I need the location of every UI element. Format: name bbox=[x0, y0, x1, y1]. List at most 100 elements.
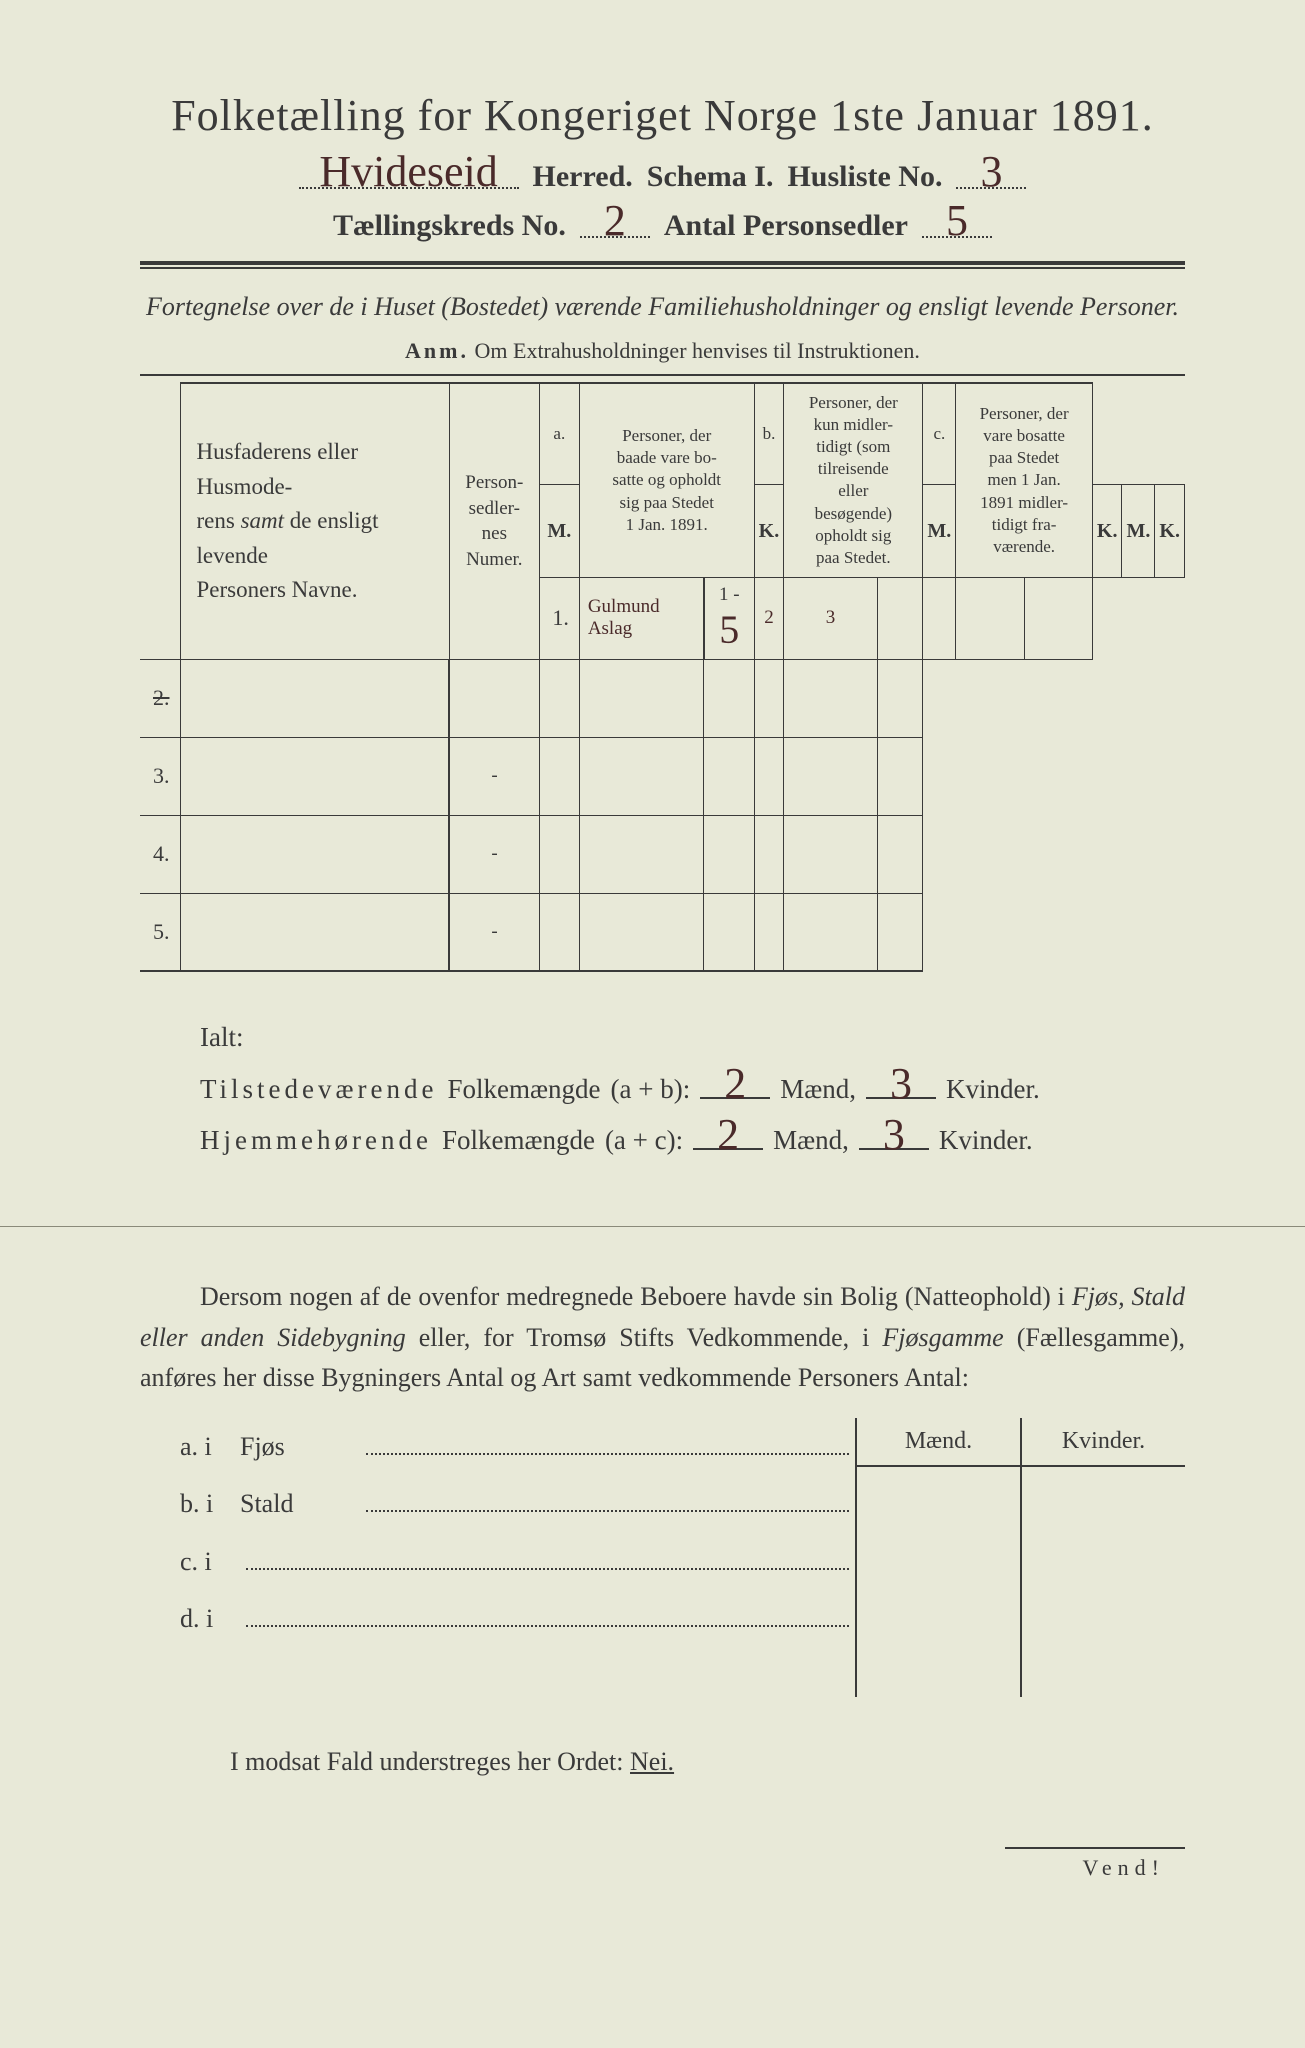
row-b-k bbox=[754, 737, 784, 815]
husliste-handwritten: 3 bbox=[956, 159, 1026, 189]
bygning-maend-header: Mænd. bbox=[857, 1418, 1022, 1465]
bygning-lbl: d. i bbox=[180, 1590, 240, 1647]
row-b-m bbox=[704, 737, 754, 815]
dots-fill bbox=[366, 1453, 849, 1455]
hjemme-k-hw: 3 bbox=[859, 1122, 929, 1150]
dots-fill bbox=[366, 1510, 849, 1512]
row-name-hw bbox=[180, 659, 449, 737]
folkem-label: Folkemængde bbox=[448, 1064, 601, 1115]
kvinder-label: Kvinder. bbox=[939, 1115, 1033, 1166]
row-c-k bbox=[1024, 577, 1092, 659]
ialt-label: Ialt: bbox=[200, 1012, 1185, 1063]
col-c-header: Personer, dervare bosattepaa Stedetmen 1… bbox=[956, 383, 1093, 577]
kreds-label: Tællingskreds No. bbox=[333, 209, 566, 243]
bygning-paragraph: Dersom nogen af de ovenfor medregnede Be… bbox=[140, 1277, 1185, 1398]
col-nummer-header: Person-sedler-nesNumer. bbox=[449, 383, 539, 659]
row-c-m bbox=[784, 893, 878, 971]
col-b-header: Personer, derkun midler-tidigt (somtilre… bbox=[784, 383, 923, 577]
bygning-lbl: c. i bbox=[180, 1533, 240, 1590]
schema-label: Schema I. bbox=[647, 160, 774, 194]
row-a-m bbox=[539, 815, 579, 893]
page-gap bbox=[0, 1226, 1305, 1227]
bygning-kvinder-header: Kvinder. bbox=[1022, 1418, 1185, 1465]
row-name-hw: Gulmund Aslag bbox=[579, 577, 704, 659]
row-c-k bbox=[877, 893, 923, 971]
divider-thick bbox=[140, 261, 1185, 269]
row-a-k: 3 bbox=[784, 577, 878, 659]
antal-handwritten: 5 bbox=[922, 208, 992, 238]
kreds-handwritten: 2 bbox=[580, 208, 650, 238]
row-sedler: 1 - 5 bbox=[704, 577, 754, 659]
row-b-m bbox=[704, 893, 754, 971]
row-sedler bbox=[449, 659, 539, 737]
row-a-k bbox=[579, 815, 704, 893]
bygning-txt: Stald bbox=[240, 1475, 360, 1532]
col-b-k: K. bbox=[1092, 485, 1122, 578]
header-line-2: Tællingskreds No. 2 Antal Personsedler 5 bbox=[140, 208, 1185, 243]
antal-label: Antal Personsedler bbox=[664, 209, 908, 243]
ac-label: (a + c): bbox=[605, 1115, 683, 1166]
col-a-header: Personer, derbaade vare bo-satte og opho… bbox=[579, 383, 754, 577]
row-num: 4. bbox=[140, 815, 180, 893]
page-title: Folketælling for Kongeriget Norge 1ste J… bbox=[140, 90, 1185, 141]
bygning-lbl: a. i bbox=[180, 1418, 240, 1475]
row-a-m bbox=[539, 659, 579, 737]
col-c-letter: c. bbox=[923, 383, 956, 485]
col-b-m: M. bbox=[923, 485, 956, 578]
row-name-hw bbox=[180, 737, 449, 815]
anm-line: Anm. Om Extrahusholdninger henvises til … bbox=[140, 338, 1185, 364]
bygning-row: d. i bbox=[180, 1590, 855, 1647]
tilstede-k-hw: 3 bbox=[866, 1071, 936, 1099]
row-sedler: - bbox=[449, 893, 539, 971]
bygning-row: b. i Stald bbox=[180, 1475, 855, 1532]
row-num: 5. bbox=[140, 893, 180, 971]
row-a-k bbox=[579, 737, 704, 815]
row-c-m bbox=[784, 737, 878, 815]
col-b-letter: b. bbox=[754, 383, 784, 485]
row-sedler: - bbox=[449, 815, 539, 893]
row-name-hw bbox=[180, 893, 449, 971]
bygning-row: c. i bbox=[180, 1533, 855, 1590]
table-row: 3. - bbox=[140, 737, 1185, 815]
row-c-m bbox=[956, 577, 1024, 659]
anm-label: Anm. bbox=[405, 338, 469, 363]
row-a-m bbox=[539, 893, 579, 971]
row-num: 3. bbox=[140, 737, 180, 815]
bygning-lbl: b. i bbox=[180, 1475, 240, 1532]
husliste-label: Husliste No. bbox=[787, 160, 942, 194]
herred-handwritten: Hvideseid bbox=[299, 159, 519, 189]
row-c-k bbox=[877, 815, 923, 893]
col-c-k: K. bbox=[1155, 485, 1185, 578]
tilstede-label: Tilstedeværende bbox=[200, 1064, 438, 1115]
col-c-m: M. bbox=[1122, 485, 1155, 578]
row-a-m bbox=[539, 737, 579, 815]
hjemme-label: Hjemmehørende bbox=[200, 1115, 432, 1166]
dots-fill bbox=[246, 1625, 849, 1627]
herred-label: Herred. bbox=[533, 160, 633, 194]
row-b-m bbox=[704, 659, 754, 737]
row-c-k bbox=[877, 659, 923, 737]
row-sedler: - bbox=[449, 737, 539, 815]
bygning-row: a. i Fjøs bbox=[180, 1418, 855, 1475]
table-row: 5. - bbox=[140, 893, 1185, 971]
row-a-m: 2 bbox=[754, 577, 784, 659]
row-a-k bbox=[579, 659, 704, 737]
dots-fill bbox=[246, 1568, 849, 1570]
table-row: 2. bbox=[140, 659, 1185, 737]
anm-text: Om Extrahusholdninger henvises til Instr… bbox=[475, 338, 920, 363]
subtitle: Fortegnelse over de i Huset (Bostedet) v… bbox=[140, 289, 1185, 324]
ialt-block: Ialt: Tilstedeværende Folkemængde (a + b… bbox=[140, 1012, 1185, 1166]
row-num: 2. bbox=[140, 659, 180, 737]
row-b-k bbox=[754, 893, 784, 971]
census-table: Husfaderens eller Husmode-rens samt de e… bbox=[140, 382, 1185, 972]
bygning-kvinder-col bbox=[1022, 1467, 1185, 1697]
hjemme-m-hw: 2 bbox=[693, 1122, 763, 1150]
header-line-1: Hvideseid Herred. Schema I. Husliste No.… bbox=[140, 159, 1185, 194]
row-b-m bbox=[877, 577, 923, 659]
row-name-hw bbox=[180, 815, 449, 893]
maend-label: Mænd, bbox=[780, 1064, 856, 1115]
maend-label: Mænd, bbox=[773, 1115, 849, 1166]
table-row: 4. - bbox=[140, 815, 1185, 893]
row-num: 1. bbox=[539, 577, 579, 659]
kvinder-label: Kvinder. bbox=[946, 1064, 1040, 1115]
